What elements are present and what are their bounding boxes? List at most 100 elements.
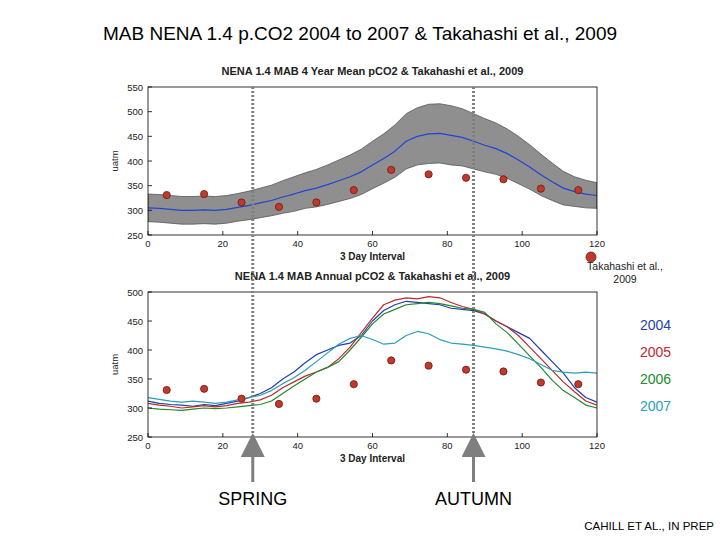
x-tick-label: 0	[145, 440, 150, 451]
season-label: SPRING	[218, 489, 287, 509]
x-tick	[148, 231, 149, 235]
point	[388, 357, 395, 364]
source: CAHILL ET AL., IN PREP	[584, 520, 714, 532]
y-tick	[148, 437, 152, 438]
season-label: AUTUMN	[435, 489, 512, 509]
legend-label: 2007	[640, 398, 671, 414]
x-axis-label: 3 Day Interval	[340, 453, 405, 464]
season-arrow	[251, 445, 254, 482]
x-tick-label: 60	[367, 440, 378, 451]
y-tick	[148, 235, 152, 236]
season-line	[472, 87, 475, 437]
y-tick-label: 350	[127, 374, 143, 385]
legend-label: 2005	[640, 344, 671, 360]
y-axis-label: uatm	[109, 150, 120, 171]
point	[575, 187, 582, 194]
point	[238, 395, 245, 402]
y-tick	[148, 136, 152, 137]
background	[0, 0, 720, 540]
season-arrow	[472, 445, 475, 482]
point	[350, 187, 357, 194]
y-tick	[148, 185, 152, 186]
slide: MAB NENA 1.4 p.CO2 2004 to 2007 & Takaha…	[0, 0, 720, 540]
legend-label: 2004	[640, 317, 671, 333]
x-tick-label: 100	[514, 440, 530, 451]
point	[163, 191, 170, 198]
x-tick	[297, 433, 298, 437]
point	[275, 203, 282, 210]
x-tick-label: 20	[218, 440, 229, 451]
x-axis-label: 3 Day Interval	[340, 251, 405, 262]
x-tick	[222, 433, 223, 437]
x-tick-label: 40	[292, 440, 303, 451]
chart-title: NENA 1.4 MAB 4 Year Mean pCO2 & Takahash…	[222, 65, 524, 77]
y-tick-label: 250	[127, 432, 143, 443]
data-group	[148, 297, 597, 411]
point	[537, 185, 544, 192]
line	[148, 331, 597, 403]
point	[425, 362, 432, 369]
y-tick-label: 500	[127, 287, 143, 298]
x-tick-label: 80	[442, 238, 453, 249]
point	[537, 379, 544, 386]
y-tick	[148, 408, 152, 409]
x-tick	[447, 433, 448, 437]
x-tick-label: 120	[589, 238, 605, 249]
point	[462, 174, 469, 181]
point	[238, 199, 245, 206]
line	[148, 297, 597, 408]
plot-area	[148, 292, 597, 437]
x-tick	[148, 433, 149, 437]
point	[313, 395, 320, 402]
line	[148, 133, 597, 210]
line	[148, 302, 597, 410]
chart: NENA 1.4 MAB 4 Year Mean pCO2 & Takahash…	[109, 65, 663, 285]
x-tick	[597, 433, 598, 437]
legend-line: Takahashi et al.,	[587, 260, 663, 272]
x-tick	[522, 231, 523, 235]
y-tick-label: 300	[127, 403, 143, 414]
y-tick-label: 250	[127, 230, 143, 241]
x-tick	[597, 231, 598, 235]
x-tick-label: 80	[442, 440, 453, 451]
y-tick-label: 400	[127, 345, 143, 356]
point	[575, 381, 582, 388]
line	[148, 301, 597, 406]
y-tick	[148, 87, 152, 88]
x-tick	[372, 231, 373, 235]
chart: NENA 1.4 MAB Annual pCO2 & Takahashi et …	[109, 270, 671, 464]
x-tick-label: 20	[218, 238, 229, 249]
season-line	[251, 87, 254, 437]
point	[425, 171, 432, 178]
x-tick	[372, 433, 373, 437]
legend-label: 2006	[640, 371, 671, 387]
point	[163, 386, 170, 393]
point	[388, 166, 395, 173]
band	[148, 104, 597, 224]
legend-label: Takahashi et al.,2009	[587, 260, 663, 285]
y-axis-label: uatm	[109, 354, 120, 375]
x-tick-label: 120	[589, 440, 605, 451]
y-tick-label: 500	[127, 106, 143, 117]
x-tick-label: 60	[367, 238, 378, 249]
point	[462, 366, 469, 373]
y-tick	[148, 321, 152, 322]
y-tick-label: 350	[127, 180, 143, 191]
y-tick-label: 450	[127, 131, 143, 142]
y-tick	[148, 161, 152, 162]
x-tick-label: 40	[292, 238, 303, 249]
y-tick-label: 450	[127, 316, 143, 327]
point	[313, 199, 320, 206]
y-tick-label: 300	[127, 205, 143, 216]
slide-title: MAB NENA 1.4 p.CO2 2004 to 2007 & Takaha…	[103, 23, 617, 44]
axes-frame	[148, 87, 597, 235]
y-tick	[148, 379, 152, 380]
chart-title: NENA 1.4 MAB Annual pCO2 & Takahashi et …	[235, 270, 510, 282]
x-tick	[222, 231, 223, 235]
point	[350, 381, 357, 388]
legend-line: 2009	[613, 273, 637, 285]
x-tick	[522, 433, 523, 437]
point	[500, 368, 507, 375]
x-tick-label: 100	[514, 238, 530, 249]
data-group	[148, 104, 597, 224]
